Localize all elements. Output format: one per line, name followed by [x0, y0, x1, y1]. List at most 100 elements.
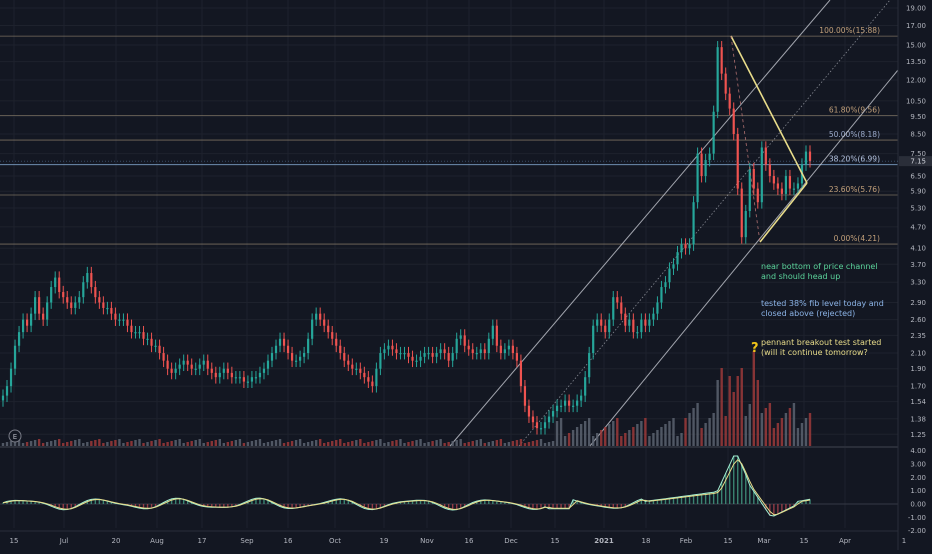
- volume-bar-34: [138, 439, 141, 446]
- y-tick-label-4: 12.00: [906, 77, 926, 85]
- annotation-note_channel-line-1: and should head up: [761, 272, 840, 281]
- volume-bar-42: [170, 441, 173, 446]
- candle-8: [34, 291, 37, 321]
- candle-body-174: [700, 153, 703, 177]
- volume-bar-116: [467, 442, 470, 446]
- candle-body-50: [202, 360, 205, 365]
- volume-bar-38: [154, 440, 157, 446]
- candle-body-39: [158, 345, 161, 354]
- candle-body-193: [776, 183, 779, 189]
- volume-bar-133: [535, 440, 539, 446]
- candle-body-183: [736, 134, 739, 189]
- volume-bar-65: [262, 443, 266, 446]
- candle-141: [568, 394, 571, 413]
- candle-77: [311, 313, 314, 346]
- candle-body-82: [331, 332, 334, 339]
- volume-bar-121: [487, 442, 491, 446]
- candle-body-70: [282, 338, 286, 346]
- x-tick-label-17: Mar: [757, 537, 770, 545]
- candle-body-182: [732, 108, 735, 135]
- candle-26: [106, 301, 109, 315]
- candle-98: [395, 343, 398, 360]
- volume-bar-100: [403, 443, 406, 446]
- candle-162: [652, 307, 655, 326]
- volume-bar-152: [612, 421, 615, 446]
- candle-123: [495, 319, 498, 353]
- candle-35: [142, 325, 145, 346]
- candle-148: [596, 313, 599, 333]
- candle-body-91: [367, 377, 370, 382]
- candle-body-140: [563, 400, 567, 406]
- annotation-note_fib-line-0: tested 38% fib level today and: [761, 299, 884, 308]
- candle-97: [391, 339, 394, 356]
- candle-37: [150, 332, 153, 353]
- candle-body-62: [250, 377, 254, 382]
- candle-10: [42, 307, 45, 326]
- volume-bar-139: [559, 418, 563, 446]
- candle-17: [70, 296, 73, 315]
- volume-bar-125: [503, 443, 507, 446]
- candle-body-133: [535, 422, 539, 429]
- volume-bar-162: [652, 433, 655, 446]
- candle-body-163: [656, 302, 659, 314]
- candle-110: [443, 343, 446, 360]
- candle-190: [764, 141, 767, 171]
- candle-174: [700, 147, 703, 183]
- candle-43: [174, 362, 177, 380]
- candle-121: [487, 332, 490, 360]
- candle-107: [431, 346, 434, 364]
- volume-bar-69: [278, 439, 282, 446]
- candle-122: [491, 319, 494, 346]
- candle-181: [728, 87, 731, 115]
- volume-bar-103: [415, 440, 418, 446]
- volume-bar-91: [367, 442, 370, 446]
- x-tick-label-15: Feb: [680, 537, 693, 545]
- candle-body-60: [242, 377, 245, 382]
- volume-bar-104: [419, 439, 422, 446]
- candle-body-136: [547, 416, 551, 423]
- candle-body-37: [150, 338, 153, 346]
- candle-81: [327, 319, 330, 339]
- candle-body-131: [527, 405, 531, 417]
- candle-body-150: [604, 325, 607, 333]
- volume-bar-37: [150, 441, 153, 446]
- candle-70: [282, 332, 286, 353]
- candle-73: [294, 354, 298, 368]
- candle-body-190: [764, 147, 767, 165]
- volume-bar-155: [624, 433, 627, 446]
- candle-147: [592, 319, 595, 360]
- candle-body-191: [768, 164, 771, 177]
- candle-96: [387, 339, 390, 356]
- candle-body-71: [286, 345, 290, 354]
- candle-84: [339, 339, 342, 360]
- volume-bar-164: [660, 427, 663, 446]
- volume-bar-181: [728, 376, 731, 446]
- candle-193: [776, 177, 779, 195]
- candle-body-11: [46, 302, 49, 320]
- fib-label-3: 38.20%(6.99): [829, 155, 880, 164]
- candle-body-80: [323, 319, 326, 326]
- x-tick-label-5: Sep: [240, 537, 254, 545]
- candle-117: [471, 343, 474, 360]
- volume-bar-172: [692, 408, 695, 446]
- volume-bar-22: [90, 441, 93, 446]
- candle-30: [122, 313, 125, 326]
- candle-body-25: [102, 302, 105, 308]
- candle-body-73: [294, 360, 298, 362]
- volume-bar-180: [724, 416, 727, 446]
- candle-body-188: [756, 188, 759, 203]
- candle-body-49: [198, 364, 201, 369]
- candle-197: [792, 182, 796, 195]
- volume-bar-49: [198, 439, 201, 446]
- candle-body-112: [451, 353, 454, 361]
- annotation-note_channel-line-0: near bottom of price channel: [761, 262, 878, 271]
- volume-bar-39: [158, 439, 161, 446]
- volume-bar-83: [335, 440, 338, 446]
- volume-bar-56: [226, 442, 230, 446]
- volume-bar-143: [575, 427, 579, 446]
- y-tick-label-21: 1.70: [910, 383, 926, 391]
- volume-bar-86: [347, 442, 350, 446]
- candle-166: [668, 262, 671, 289]
